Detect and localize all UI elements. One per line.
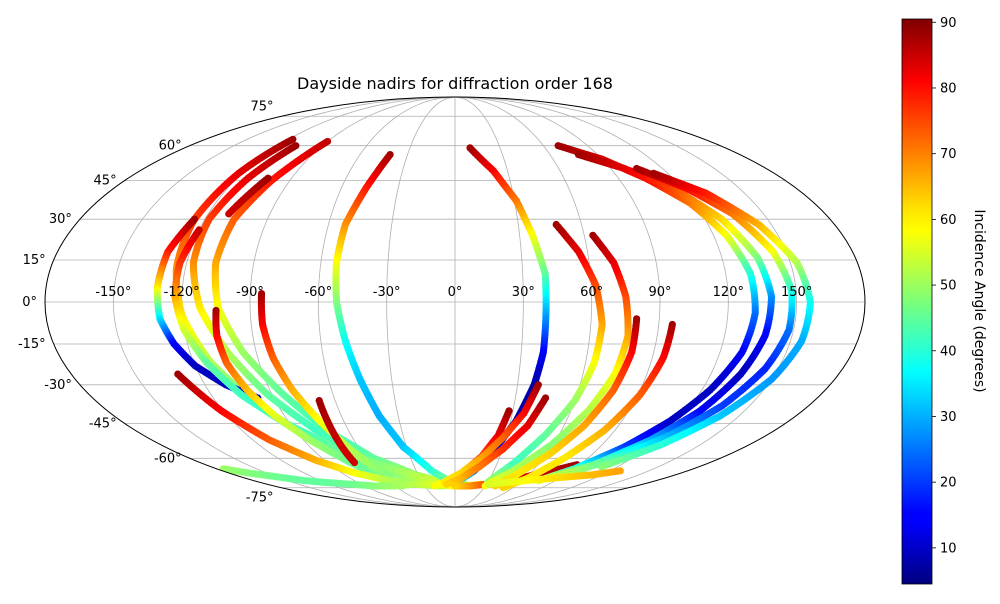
colorbar-tick-label: 50 [940,279,957,294]
colorbar: 10 20 30 40 50 60 70 80 90 Incidence Angle (degr… [901,16,987,585]
lat-tick-label: -75° [246,491,274,506]
data-point [451,482,459,490]
longitude-tick-labels: -150° -120° -90° -60° -30° 0° 30° 60° 90° 120° 150… [95,285,812,300]
lat-tick-label: 45° [94,174,117,189]
colorbar-tick-label: 10 [940,541,957,556]
lon-tick-label: -60° [304,285,332,300]
latitude-tick-labels: 75° 60° 45° 30° 15° 0° -15° -30° -45° -60° -75° [18,99,274,505]
data-point [225,210,233,218]
colorbar-tick-label: 60 [940,213,957,228]
lon-tick-label: 30° [512,285,535,300]
colorbar-tick-label: 80 [940,81,957,96]
colorbar-tick-label: 70 [940,147,957,162]
graticule [45,96,865,508]
lon-tick-label: 120° [713,285,744,300]
data-point [443,480,451,488]
lon-tick-label: 90° [648,285,671,300]
colorbar-tick-label: 40 [940,344,957,359]
data-points [153,135,814,492]
lat-tick-label: 15° [23,253,46,268]
lon-tick-label: -90° [236,285,264,300]
lon-tick-label: 0° [448,285,463,300]
lon-tick-label: 150° [781,285,812,300]
lat-tick-label: 30° [49,212,72,227]
data-point [350,458,359,467]
lon-tick-label: -120° [164,285,200,300]
data-point [616,467,624,475]
lon-tick-label: 60° [580,285,603,300]
data-point [597,463,605,471]
lat-tick-label: 0° [22,295,37,310]
lat-tick-label: -15° [18,337,46,352]
lon-tick-label: -150° [95,285,131,300]
lat-tick-label: -60° [154,451,182,466]
lon-tick-label: -30° [373,285,401,300]
data-point [431,482,439,490]
colorbar-ticks: 10 20 30 40 50 60 70 80 90 [932,16,957,556]
lat-tick-label: -45° [89,416,117,431]
colorbar-gradient [901,18,933,585]
lat-tick-label: -30° [44,378,72,393]
colorbar-tick-label: 30 [940,410,957,425]
colorbar-label: Incidence Angle (degrees) [971,209,987,392]
chart-title: Dayside nadirs for diffraction order 168 [297,74,613,93]
lat-tick-label: 75° [250,99,273,114]
lat-tick-label: 60° [159,139,182,154]
colorbar-tick-label: 20 [940,476,957,491]
colorbar-tick-label: 90 [940,16,957,31]
